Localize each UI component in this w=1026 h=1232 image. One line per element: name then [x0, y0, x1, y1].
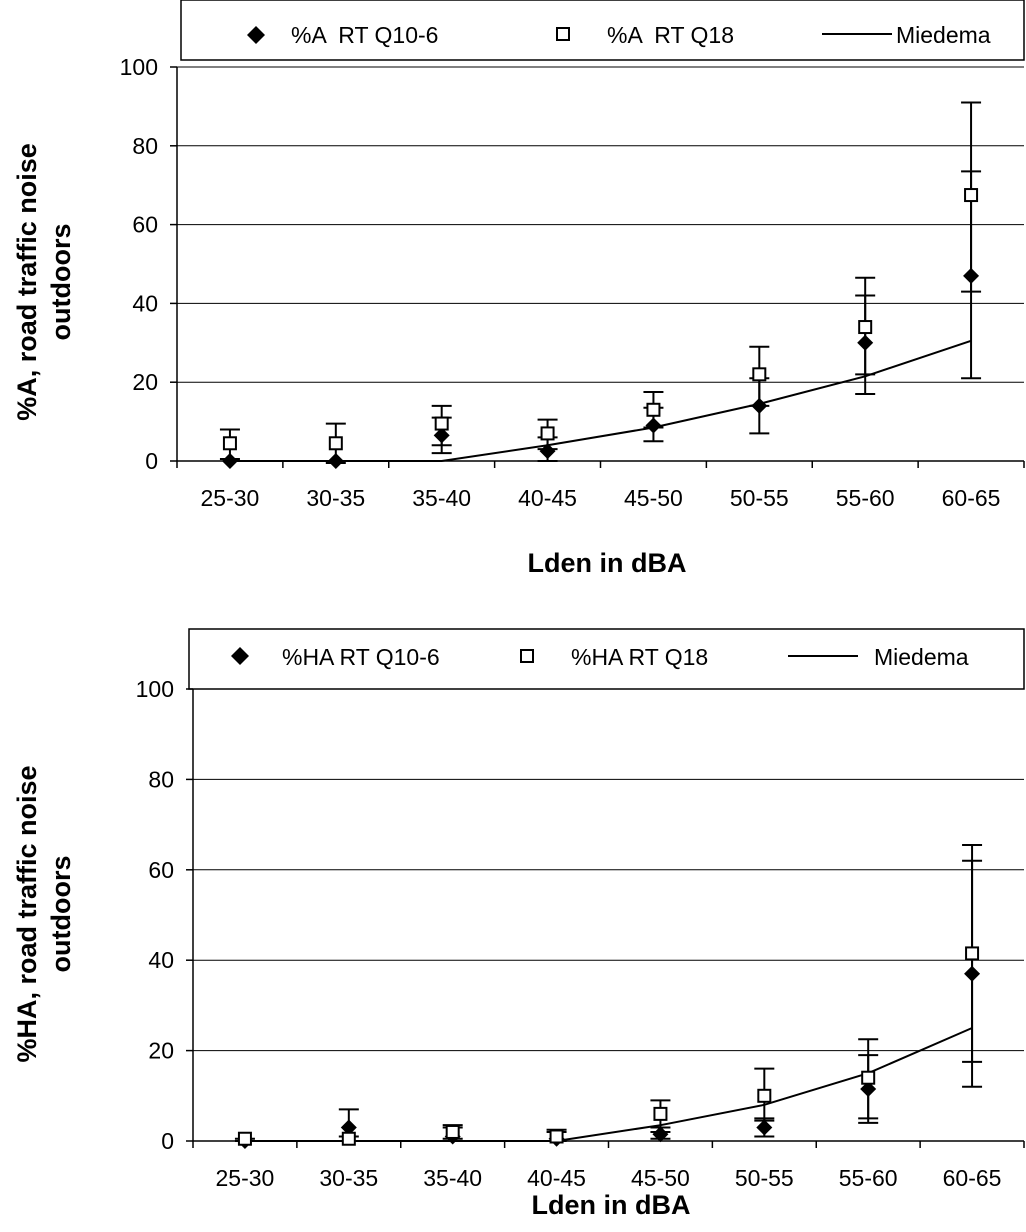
data-point-square — [861, 1070, 876, 1085]
x-tick-label: 55-60 — [836, 485, 895, 511]
y-tick-label: 80 — [132, 133, 158, 159]
x-tick-label: 55-60 — [839, 1165, 898, 1191]
x-tick-label: 40-45 — [527, 1165, 586, 1191]
legend-label-series-3: Miedema — [874, 644, 969, 670]
data-point-square — [965, 946, 980, 961]
y-axis-title-line-2: outdoors — [46, 224, 76, 341]
x-tick-label: 30-35 — [319, 1165, 378, 1191]
data-point-diamond — [340, 1119, 357, 1136]
chart-annoyance: %A RT Q10-6 %A RT Q18 Miedema 0 20 40 60 80 1… — [12, 0, 1025, 578]
plot-area: 0 20 40 60 80 100 25-30 30-35 35-40 40-45 45-50 50-… — [136, 676, 1025, 1191]
y-axis-title-line-2: outdoors — [46, 856, 76, 973]
x-tick-label: 60-65 — [942, 485, 1001, 511]
data-point-square — [964, 188, 979, 203]
x-tick-label: 60-65 — [943, 1165, 1002, 1191]
data-point-diamond — [756, 1119, 773, 1136]
legend-square-icon — [556, 27, 570, 41]
x-tick-label: 40-45 — [518, 485, 577, 511]
legend-box — [180, 0, 1025, 61]
y-axis-title-line-1: %A, road traffic noise — [12, 143, 42, 421]
x-tick-label: 35-40 — [412, 485, 471, 511]
legend-diamond-icon — [231, 647, 249, 665]
legend-label-series-3: Miedema — [896, 22, 991, 48]
y-tick-label: 100 — [120, 54, 158, 80]
legend-diamond-icon — [247, 26, 265, 44]
chart-high-annoyance: %HA RT Q10-6 %HA RT Q18 Miedema 0 20 40 60 8… — [12, 628, 1025, 1220]
data-point-square — [858, 320, 873, 335]
legend-label-series-2: %A RT Q18 — [607, 22, 734, 48]
y-tick-label: 20 — [132, 369, 158, 395]
legend-square-icon — [520, 649, 534, 663]
x-tick-label: 50-55 — [730, 485, 789, 511]
x-tick-label: 45-50 — [631, 1165, 690, 1191]
y-tick-label: 60 — [148, 857, 174, 883]
y-tick-label: 20 — [148, 1038, 174, 1064]
plot-area: 0 20 40 60 80 100 25-30 30-35 35-40 40-45 45-50 50-… — [120, 54, 1025, 511]
data-point-square — [653, 1106, 668, 1121]
x-tick-label: 25-30 — [201, 485, 260, 511]
data-point-diamond — [652, 1126, 669, 1143]
x-tick-label: 35-40 — [423, 1165, 482, 1191]
data-point-diamond — [221, 453, 238, 469]
data-point-square — [434, 416, 449, 431]
data-point-diamond — [751, 397, 768, 414]
data-point-diamond — [860, 1081, 877, 1098]
data-point-square — [540, 426, 555, 441]
legend-label-series-1: %A RT Q10-6 — [291, 22, 438, 48]
x-axis-title: Lden in dBA — [528, 548, 687, 578]
series-line-miedema — [244, 1027, 973, 1142]
data-point-square — [646, 402, 661, 417]
y-tick-label: 0 — [145, 448, 158, 474]
data-point-diamond — [327, 453, 344, 469]
y-tick-label: 100 — [136, 676, 174, 702]
y-tick-label: 40 — [132, 290, 158, 316]
x-tick-label: 25-30 — [216, 1165, 275, 1191]
data-point-diamond — [539, 443, 556, 460]
legend-label-series-1: %HA RT Q10-6 — [282, 644, 440, 670]
data-point-square — [757, 1088, 772, 1103]
data-point-square — [752, 367, 767, 382]
data-point-diamond — [964, 965, 981, 982]
y-tick-label: 40 — [148, 947, 174, 973]
data-point-diamond — [963, 267, 980, 284]
data-point-square — [328, 436, 343, 451]
x-tick-label: 30-35 — [306, 485, 365, 511]
data-point-square — [341, 1131, 356, 1146]
data-point-square — [222, 436, 237, 451]
legend-label-series-2: %HA RT Q18 — [571, 644, 708, 670]
y-tick-label: 0 — [161, 1128, 174, 1154]
data-point-diamond — [433, 427, 450, 444]
data-point-square — [237, 1131, 252, 1146]
y-axis-title-line-1: %HA, road traffic noise — [12, 765, 42, 1062]
data-point-square — [445, 1124, 460, 1139]
y-axis-title: %HA, road traffic noise outdoors — [12, 765, 76, 1062]
x-tick-label: 45-50 — [624, 485, 683, 511]
series-line-miedema — [229, 339, 972, 462]
data-point-diamond — [857, 334, 874, 351]
y-tick-label: 60 — [132, 212, 158, 238]
y-axis-title: %A, road traffic noise outdoors — [12, 143, 76, 421]
y-tick-label: 80 — [148, 766, 174, 792]
data-point-diamond — [645, 417, 662, 434]
x-tick-label: 50-55 — [735, 1165, 794, 1191]
data-point-square — [549, 1129, 564, 1144]
x-axis-title: Lden in dBA — [532, 1190, 691, 1220]
